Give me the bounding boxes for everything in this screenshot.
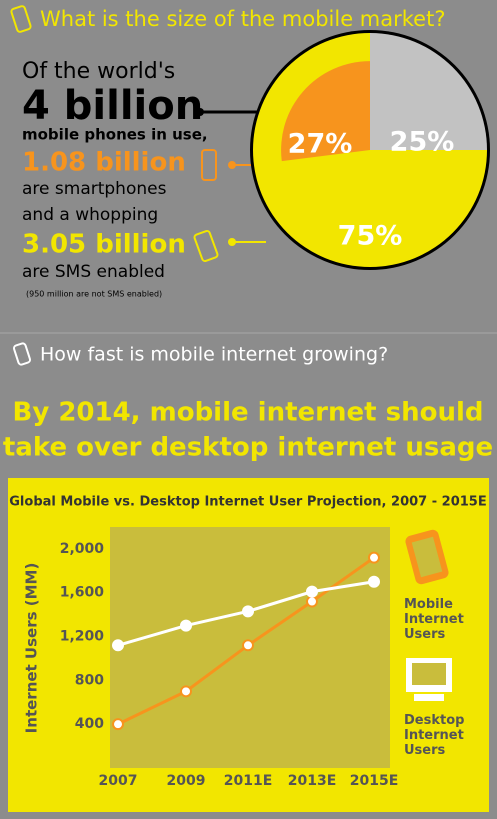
stat-text: Of the world's — [22, 59, 175, 84]
stat-text: 1.08 billion — [22, 148, 186, 178]
pie-label: 25% — [390, 127, 455, 158]
data-point — [306, 595, 318, 608]
data-point — [306, 585, 318, 598]
stat-text: and a whopping — [22, 205, 158, 225]
legend-label: Desktop Internet Users — [404, 713, 464, 758]
mobile-icon-screen — [411, 536, 443, 578]
x-tick-label: 2007 — [99, 773, 138, 789]
pie-label: 75% — [338, 221, 403, 252]
stat-text: (950 million are not SMS enabled) — [26, 290, 162, 299]
x-tick-label: 2011E — [224, 773, 273, 789]
y-tick-label: 800 — [75, 672, 104, 688]
stat-text: are smartphones — [22, 179, 167, 199]
phone-icon — [193, 229, 219, 263]
headline: By 2014, mobile internet should — [13, 398, 484, 428]
data-point — [242, 639, 254, 652]
stat-text: mobile phones in use, — [22, 126, 208, 144]
data-point — [368, 551, 380, 564]
phone-icon — [10, 5, 32, 33]
pie-slice — [370, 33, 487, 150]
legend-label: Mobile Internet Users — [404, 597, 464, 642]
y-tick-label: 1,600 — [60, 585, 105, 601]
connector-dot — [228, 238, 236, 246]
y-tick-label: 1,200 — [60, 629, 105, 645]
smartphone-icon — [201, 149, 217, 181]
section-heading: What is the size of the mobile market? — [40, 7, 445, 31]
y-axis-label: Internet Users (MM) — [23, 563, 41, 734]
y-tick-label: 2,000 — [60, 541, 105, 557]
pie-slice — [281, 61, 370, 162]
connector-dot — [196, 108, 204, 116]
data-point — [368, 575, 380, 588]
data-point — [242, 605, 254, 618]
phone-icon — [12, 342, 32, 366]
connector-dot — [228, 161, 236, 169]
data-point — [180, 619, 192, 632]
chart-title: Global Mobile vs. Desktop Internet User … — [9, 495, 486, 510]
data-point — [112, 718, 124, 731]
x-tick-label: 2009 — [167, 773, 206, 789]
x-tick-label: 2015E — [350, 773, 399, 789]
headline: take over desktop internet usage — [3, 433, 493, 463]
desktop-icon-base — [414, 694, 444, 701]
pie-label: 27% — [288, 129, 353, 160]
x-tick-label: 2013E — [288, 773, 337, 789]
stat-text: 3.05 billion — [22, 230, 186, 260]
data-point — [180, 685, 192, 698]
stat-text: are SMS enabled — [22, 262, 165, 282]
stat-text: 4 billion — [22, 83, 203, 129]
desktop-icon-screen — [412, 663, 446, 685]
section-heading: How fast is mobile internet growing? — [40, 344, 388, 366]
data-point — [112, 639, 124, 652]
y-tick-label: 400 — [75, 716, 104, 732]
